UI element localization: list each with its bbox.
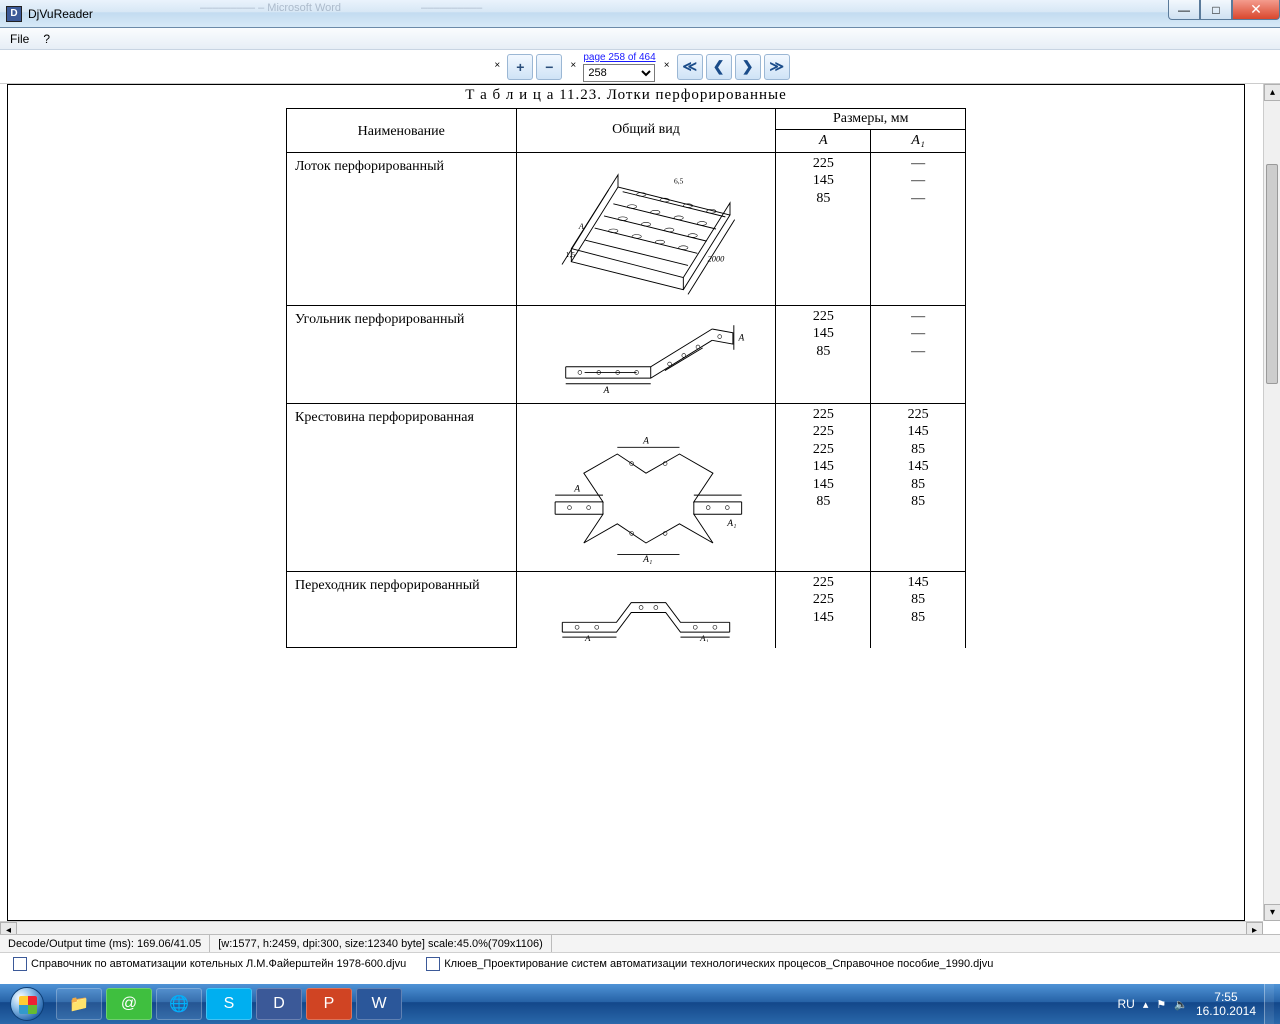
svg-text:A: A [578, 222, 585, 231]
svg-text:A: A [603, 386, 610, 396]
document-page: Т а б л и ц а 11.23. Лотки перфорированн… [7, 84, 1245, 921]
tray-volume-icon[interactable]: 🔈 [1174, 998, 1188, 1011]
row-drawing: A A [516, 305, 776, 403]
taskbar-explorer[interactable]: 📁 [56, 988, 102, 1020]
djvu-icon [426, 957, 440, 971]
menu-bar: File ? [0, 28, 1280, 50]
open-file-tab[interactable]: Клюев_Проектирование систем автоматизаци… [421, 955, 998, 973]
row-a: 22522522514514585 [776, 403, 871, 571]
system-tray: ▴ ⚑ 🔈 7:5516.10.2014 [1143, 984, 1280, 1024]
col-a1: A₁ [871, 130, 966, 153]
open-files-bar: Справочник по автоматизации котельных Л.… [0, 952, 1280, 984]
page-select[interactable]: 258 [583, 64, 655, 82]
next-page-button[interactable]: ❯ [735, 54, 761, 80]
svg-text:A: A [584, 633, 591, 642]
taskbar-djvu[interactable]: D [256, 988, 302, 1020]
zoom-out-button[interactable]: − [536, 54, 562, 80]
svg-text:A₁: A₁ [699, 633, 709, 642]
taskbar-skype[interactable]: S [206, 988, 252, 1020]
last-page-button[interactable]: ≫ [764, 54, 790, 80]
table-row: Крестовина перфорированная [287, 403, 966, 571]
row-drawing: A A₁ [516, 571, 776, 648]
data-table: Наименование Общий вид Размеры, мм A A₁ … [286, 108, 966, 648]
toolbar: × + − × page 258 of 464 258 × ≪ ❮ ❯ ≫ [0, 50, 1280, 84]
row-a1: 1458585 [871, 571, 966, 648]
app-title: DjVuReader [28, 7, 93, 21]
row-name: Переходник перфорированный [287, 571, 517, 648]
svg-text:A: A [573, 483, 580, 494]
table-title: Т а б л и ц а 11.23. Лотки перфорированн… [8, 87, 1244, 104]
row-drawing: A A A₁ A₁ [516, 403, 776, 571]
status-info: [w:1577, h:2459, dpi:300, size:12340 byt… [210, 935, 552, 952]
language-indicator[interactable]: RU [1109, 997, 1142, 1011]
tray-up-icon[interactable]: ▴ [1143, 998, 1149, 1011]
page-indicator-label[interactable]: page 258 of 464 [583, 52, 655, 63]
table-row: Угольник перфорированный [287, 305, 966, 403]
taskbar-word[interactable]: W [356, 988, 402, 1020]
svg-text:A₁: A₁ [726, 517, 736, 528]
close-nav-group-icon[interactable]: × [660, 60, 674, 74]
windows-orb-icon [10, 987, 44, 1021]
background-windows: ––––––––– – Microsoft Word –––––––––– [200, 2, 482, 14]
close-zoom-group-icon[interactable]: × [490, 60, 504, 74]
clock[interactable]: 7:5516.10.2014 [1196, 990, 1256, 1019]
row-name: Лоток перфорированный [287, 152, 517, 305]
scroll-down-icon[interactable]: ▾ [1264, 904, 1280, 921]
taskbar: 📁 @ 🌐 S D P W RU ▴ ⚑ 🔈 7:5516.10.2014 [0, 984, 1280, 1024]
row-a1: 225145851458585 [871, 403, 966, 571]
row-name: Крестовина перфорированная [287, 403, 517, 571]
djvu-icon [13, 957, 27, 971]
taskbar-powerpoint[interactable]: P [306, 988, 352, 1020]
row-a1: ——— [871, 305, 966, 403]
scroll-up-icon[interactable]: ▴ [1264, 84, 1280, 101]
svg-text:A₁: A₁ [642, 554, 652, 565]
vertical-scrollbar[interactable]: ▴ ▾ [1263, 84, 1280, 921]
row-a1: ——— [871, 152, 966, 305]
row-drawing: 2000 A 1,5 6,5 [516, 152, 776, 305]
app-icon: D [6, 6, 22, 22]
row-a: 22514585 [776, 305, 871, 403]
col-a: A [776, 130, 871, 153]
col-dim: Размеры, мм [776, 109, 966, 130]
window-maximize-button[interactable]: □ [1200, 0, 1232, 20]
row-a: 22514585 [776, 152, 871, 305]
show-desktop-button[interactable] [1264, 984, 1274, 1024]
row-a: 225225145 [776, 571, 871, 648]
svg-text:2000: 2000 [708, 254, 726, 263]
zoom-in-button[interactable]: + [507, 54, 533, 80]
svg-text:A: A [642, 435, 649, 446]
first-page-button[interactable]: ≪ [677, 54, 703, 80]
status-decode: Decode/Output time (ms): 169.06/41.05 [0, 935, 210, 952]
menu-help[interactable]: ? [43, 32, 50, 46]
document-viewport: Т а б л и ц а 11.23. Лотки перфорированн… [0, 84, 1280, 938]
taskbar-chrome[interactable]: 🌐 [156, 988, 202, 1020]
taskbar-mail[interactable]: @ [106, 988, 152, 1020]
status-bar: Decode/Output time (ms): 169.06/41.05 [w… [0, 934, 1280, 952]
svg-text:1,5: 1,5 [566, 250, 576, 259]
window-minimize-button[interactable]: — [1168, 0, 1200, 20]
tray-flag-icon[interactable]: ⚑ [1156, 998, 1166, 1011]
open-file-tab[interactable]: Справочник по автоматизации котельных Л.… [8, 955, 411, 973]
col-name: Наименование [287, 109, 517, 153]
window-close-button[interactable]: ✕ [1232, 0, 1280, 20]
window-titlebar: D DjVuReader ––––––––– – Microsoft Word … [0, 0, 1280, 28]
prev-page-button[interactable]: ❮ [706, 54, 732, 80]
start-button[interactable] [0, 984, 54, 1024]
close-page-group-icon[interactable]: × [566, 60, 580, 74]
row-name: Угольник перфорированный [287, 305, 517, 403]
table-row: Переходник перфорированный A [287, 571, 966, 648]
menu-file[interactable]: File [10, 32, 29, 46]
scrollbar-thumb[interactable] [1266, 164, 1278, 384]
svg-text:6,5: 6,5 [674, 176, 684, 185]
svg-text:A: A [738, 333, 745, 343]
col-view: Общий вид [516, 109, 776, 153]
table-row: Лоток перфорированный [287, 152, 966, 305]
